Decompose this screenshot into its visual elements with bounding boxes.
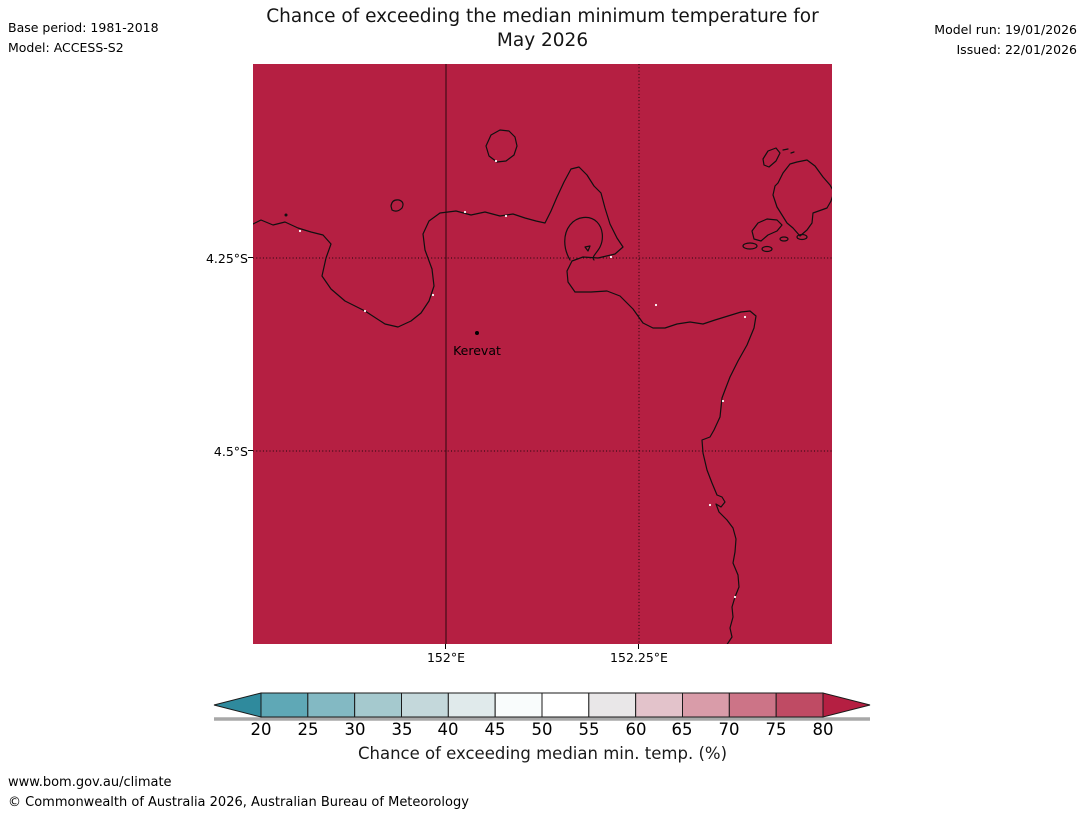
cbar-seg-70-75 bbox=[728, 692, 777, 718]
colorbar-arrow-right bbox=[822, 692, 871, 718]
footer-copyright: © Commonwealth of Australia 2026, Austra… bbox=[8, 795, 469, 810]
coastline-inner-harbour bbox=[564, 216, 603, 261]
islet-small-oval bbox=[390, 199, 404, 212]
cbar-tick-75: 75 bbox=[765, 720, 787, 739]
lat-label-4-25s: 4.25°S bbox=[205, 251, 248, 266]
xtick-mark-2 bbox=[638, 644, 639, 649]
island-duke-of-york-nw bbox=[762, 147, 781, 168]
ytick-mark-2 bbox=[248, 450, 253, 451]
cbar-seg-50-55 bbox=[541, 692, 590, 718]
ytick-mark-1 bbox=[248, 257, 253, 258]
colorbar-caption: Chance of exceeding median min. temp. (%… bbox=[357, 744, 728, 763]
cbar-seg-40-45 bbox=[447, 692, 496, 718]
cbar-seg-60-65 bbox=[635, 692, 684, 718]
map-panel bbox=[253, 64, 832, 644]
figure-title-line1: Chance of exceeding the median minimum t… bbox=[266, 6, 819, 27]
figure-title-line2: May 2026 bbox=[496, 29, 589, 51]
footer-url: www.bom.gov.au/climate bbox=[8, 775, 172, 790]
colorbar-arrow-left bbox=[213, 692, 262, 718]
cbar-tick-70: 70 bbox=[718, 720, 740, 739]
cbar-tick-35: 35 bbox=[391, 720, 413, 739]
xtick-mark-1 bbox=[445, 644, 446, 649]
model-run-text: Model run: 19/01/2026 bbox=[934, 22, 1077, 37]
meta-right: Model run: 19/01/2026 Issued: 22/01/2026 bbox=[934, 20, 1077, 60]
islet-b bbox=[761, 245, 773, 253]
cbar-seg-55-60 bbox=[588, 692, 637, 718]
kerevat-marker-dot bbox=[475, 331, 479, 335]
cbar-tick-50: 50 bbox=[531, 720, 553, 739]
cbar-tick-45: 45 bbox=[484, 720, 506, 739]
map-fill bbox=[253, 64, 832, 644]
coastlines bbox=[253, 129, 832, 644]
figure-title: Chance of exceeding the median minimum t… bbox=[0, 5, 1085, 52]
island-duke-of-york-main bbox=[772, 159, 832, 237]
islet-harbour bbox=[584, 245, 591, 252]
colorbar-canvas bbox=[213, 692, 871, 721]
islet-d bbox=[796, 233, 808, 241]
cbar-seg-45-50 bbox=[494, 692, 543, 718]
cbar-seg-75-80 bbox=[775, 692, 824, 718]
islet-a bbox=[742, 242, 758, 250]
lon-label-152-25e: 152.25°E bbox=[610, 650, 668, 665]
colorbar-segments bbox=[260, 692, 824, 718]
cbar-tick-65: 65 bbox=[671, 720, 693, 739]
kerevat-label: Kerevat bbox=[453, 343, 501, 358]
cbar-seg-25-30 bbox=[307, 692, 356, 718]
lat-label-4-5s: 4.5°S bbox=[213, 444, 248, 459]
cbar-tick-60: 60 bbox=[625, 720, 647, 739]
cbar-tick-40: 40 bbox=[437, 720, 459, 739]
cbar-tick-30: 30 bbox=[344, 720, 366, 739]
cbar-seg-20-25 bbox=[260, 692, 309, 718]
islet-dot bbox=[284, 213, 288, 217]
cbar-seg-65-70 bbox=[682, 692, 730, 718]
lon-label-152e: 152°E bbox=[426, 650, 465, 665]
island-duke-of-york-west bbox=[751, 218, 783, 242]
coastline-gazelle-peninsula bbox=[253, 166, 757, 644]
colorbar bbox=[207, 690, 877, 724]
cbar-tick-20: 20 bbox=[250, 720, 272, 739]
islet-dash-2 bbox=[790, 151, 795, 154]
cbar-tick-80: 80 bbox=[812, 720, 834, 739]
island-watom bbox=[485, 129, 518, 163]
cbar-tick-25: 25 bbox=[297, 720, 319, 739]
coast-specks bbox=[298, 159, 747, 599]
model-text: Model: ACCESS-S2 bbox=[8, 40, 124, 55]
islet-dash-1 bbox=[782, 148, 789, 151]
issued-text: Issued: 22/01/2026 bbox=[956, 42, 1078, 57]
cbar-tick-55: 55 bbox=[578, 720, 600, 739]
base-period-text: Base period: 1981-2018 bbox=[8, 20, 159, 35]
map-canvas bbox=[253, 64, 832, 644]
meta-left: Base period: 1981-2018 Model: ACCESS-S2 bbox=[8, 18, 159, 58]
cbar-seg-30-35 bbox=[354, 692, 403, 718]
islet-c bbox=[779, 236, 789, 242]
cbar-seg-35-40 bbox=[401, 692, 449, 718]
